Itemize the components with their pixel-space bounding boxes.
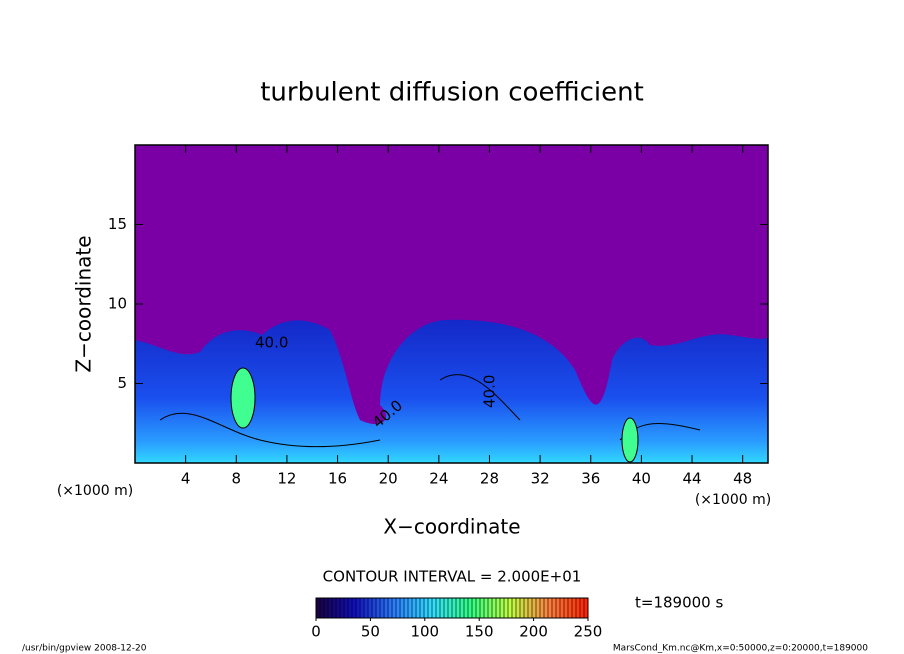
x-tick-label: 4 [181,470,191,488]
x-tick-label: 16 [328,470,347,488]
colorbar-tick-label: 50 [361,623,380,641]
colorbar-tick-label: 250 [574,623,603,641]
x-tick-label: 40 [632,470,651,488]
colorbar-tick-label: 200 [519,623,548,641]
x-axis-label: X−coordinate [383,515,520,539]
x-tick-label: 32 [531,470,550,488]
x-tick-label: 20 [379,470,398,488]
colorbar-tick-label: 0 [311,623,321,641]
footer-left: /usr/bin/gpview 2008-12-20 [22,644,147,654]
plot-area [134,144,769,464]
field-region [135,319,768,463]
x-tick-label: 36 [581,470,600,488]
colorbar: 0 50 100 150 200 250 [311,597,603,641]
contour-interval: CONTOUR INTERVAL = 2.000E+01 [323,568,582,586]
x-tick-label: 28 [480,470,499,488]
contour-label: 40.0 [255,334,288,352]
x-tick-label: 12 [277,470,296,488]
x-tick-label: 48 [733,470,752,488]
x-tick-label: 24 [429,470,448,488]
chart-title: turbulent diffusion coefficient [260,78,644,108]
colorbar-tick-label: 100 [410,623,439,641]
x-unit-label: (×1000 m) [695,492,771,508]
colorbar-tick-label: 150 [465,623,494,641]
x-tick-label: 44 [682,470,701,488]
y-tick-label: 5 [117,374,127,392]
x-unit-label: (×1000 m) [57,483,133,499]
y-tick-label: 15 [108,215,127,233]
y-axis-label: Z−coordinate [72,235,96,372]
contour-core [621,417,639,463]
footer-right: MarsCond_Km.nc@Km,x=0:50000,z=0:20000,t=… [613,644,868,654]
x-tick-label: 8 [232,470,242,488]
y-tick-label: 10 [108,295,127,313]
contour-label: 40.0 [481,375,499,408]
contour-core [230,367,256,429]
time-label: t=189000 s [635,594,723,612]
